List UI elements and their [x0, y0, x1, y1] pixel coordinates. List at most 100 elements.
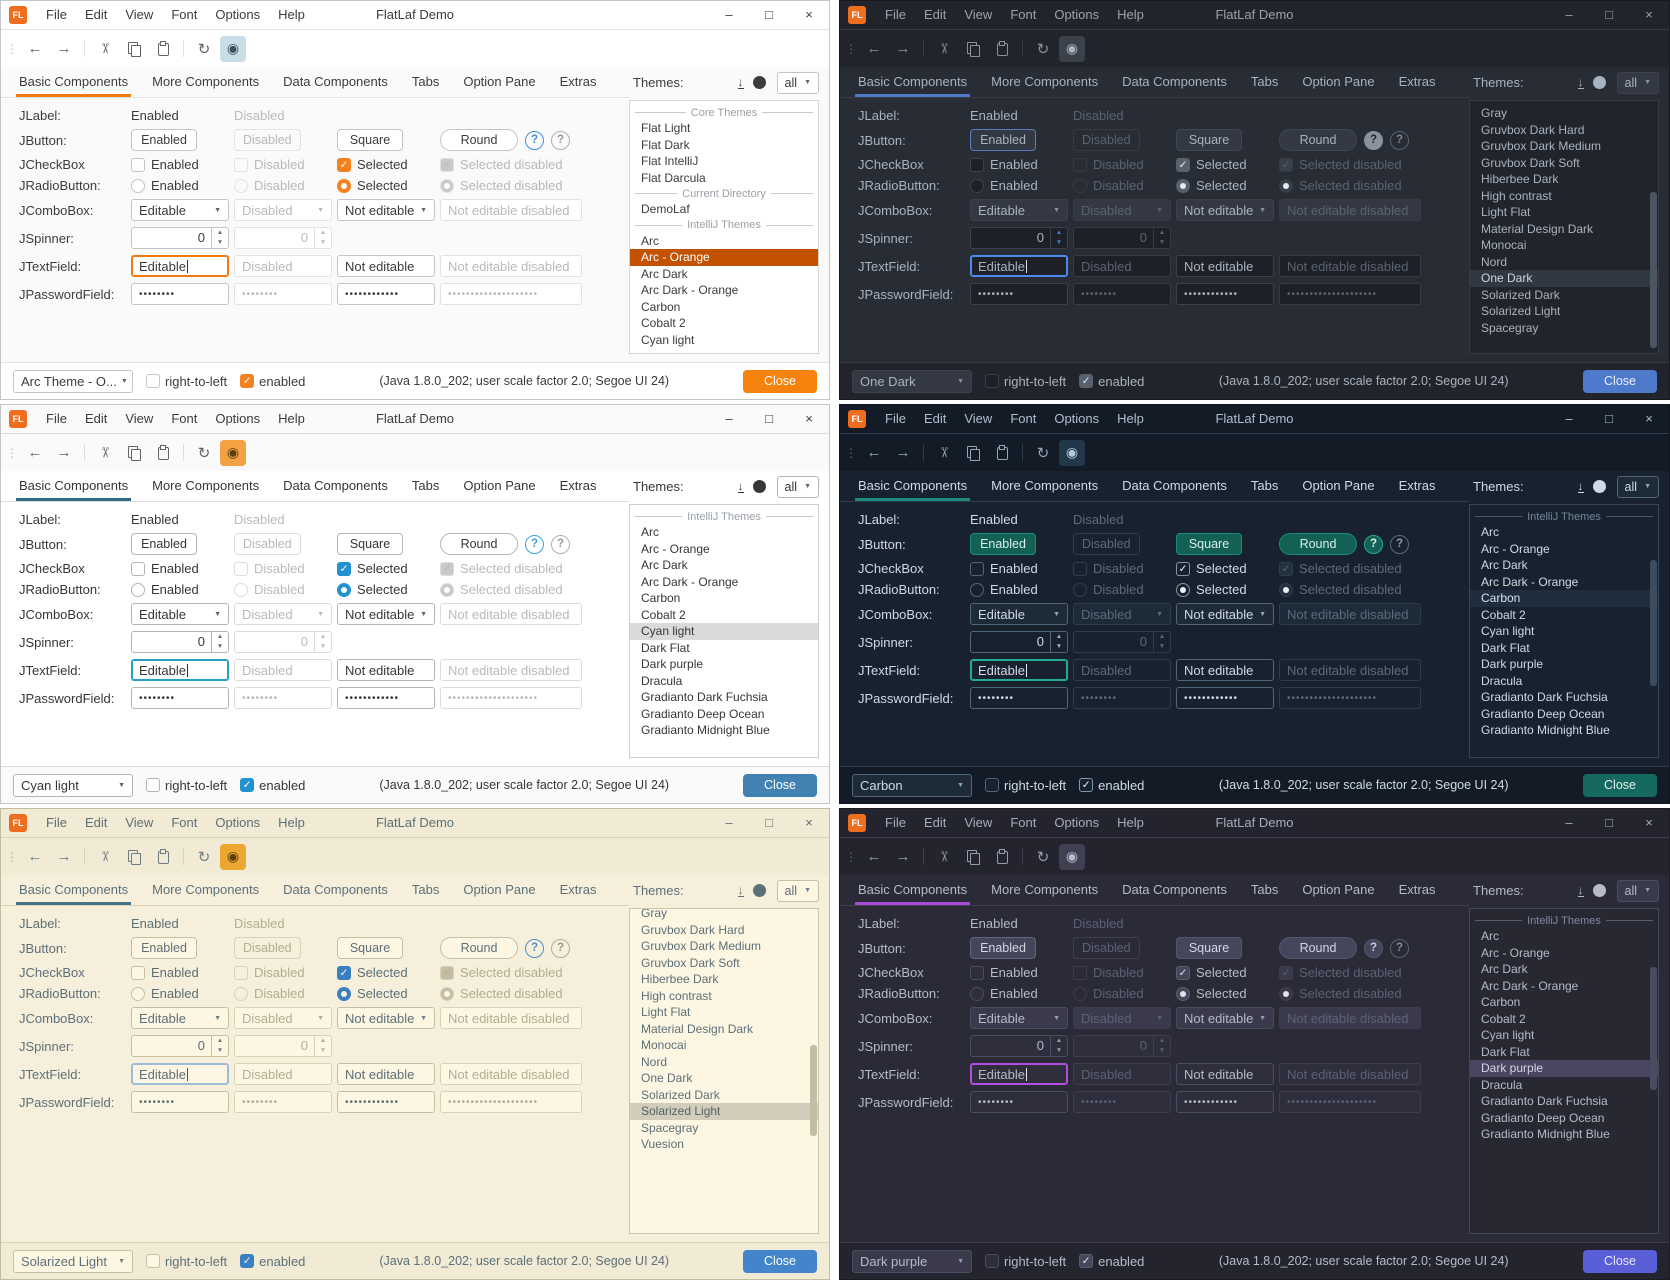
paste-button[interactable] [989, 36, 1015, 62]
paste-button[interactable] [989, 440, 1015, 466]
close-button[interactable]: Close [743, 369, 817, 393]
paste-button[interactable] [150, 844, 176, 870]
theme-item-gradianto-midnight-blue[interactable]: Gradianto Midnight Blue [1481, 1127, 1610, 1141]
theme-item-cobalt-2[interactable]: Cobalt 2 [641, 316, 686, 330]
menu-item-help[interactable]: Help [278, 7, 305, 22]
close-window-icon[interactable]: × [1645, 411, 1653, 426]
tab-option-pane[interactable]: Option Pane [1302, 478, 1375, 493]
radio-enabled[interactable]: Enabled [970, 178, 1068, 193]
download-icon[interactable]: ↓ [1577, 478, 1584, 493]
minimize-icon[interactable]: – [725, 411, 733, 426]
github-icon[interactable] [752, 76, 766, 89]
theme-item-flat-intellij[interactable]: Flat IntelliJ [641, 154, 699, 168]
checkbox-selected[interactable]: ✓ Selected [337, 157, 435, 172]
combobox-editable[interactable]: Editable ▼ [131, 199, 229, 221]
refresh-button[interactable]: ↻ [1030, 844, 1056, 870]
textfield-editable[interactable]: Editable [131, 659, 229, 681]
theme-item-nord[interactable]: Nord [1481, 254, 1508, 269]
theme-item-spacegray[interactable]: Spacegray [1481, 320, 1539, 335]
forward-button[interactable]: → [51, 844, 77, 870]
square-button[interactable]: Square [1176, 129, 1242, 151]
theme-selector-combo[interactable]: Solarized Light ▼ [13, 1249, 133, 1273]
cut-button[interactable]: ✂ [931, 440, 957, 466]
tab-extras[interactable]: Extras [559, 74, 597, 89]
theme-item-demolaf[interactable]: DemoLaf [641, 202, 690, 216]
spinner-arrows[interactable]: ▲ ▼ [211, 632, 228, 652]
close-button[interactable]: Close [743, 773, 817, 797]
theme-item-arc-orange[interactable]: Arc - Orange [630, 249, 818, 266]
maximize-icon[interactable]: □ [1605, 815, 1613, 830]
theme-item-carbon[interactable]: Carbon [641, 299, 681, 314]
tab-option-pane[interactable]: Option Pane [463, 478, 536, 493]
close-window-icon[interactable]: × [1645, 815, 1653, 830]
spinner-arrows[interactable]: ▲ ▼ [1050, 632, 1067, 652]
tab-extras[interactable]: Extras [559, 882, 597, 897]
cut-button[interactable]: ✂ [92, 844, 118, 870]
textfield-not-editable[interactable]: Not editable [1176, 255, 1274, 277]
tab-tabs[interactable]: Tabs [411, 74, 440, 89]
theme-filter-combo[interactable]: all ▼ [776, 71, 819, 94]
radio-enabled[interactable]: Enabled [970, 986, 1068, 1001]
spinner-enabled[interactable]: 0 ▲ ▼ [970, 1035, 1068, 1057]
show-hidden-toggle-button[interactable]: ◉ [1059, 439, 1085, 466]
theme-item-dark-purple[interactable]: Dark purple [1470, 1060, 1658, 1077]
radio-selected[interactable]: Selected [1176, 178, 1274, 193]
enabled-button[interactable]: Enabled [970, 533, 1036, 555]
help-icon[interactable]: ? [525, 130, 544, 150]
tab-more-components[interactable]: More Components [991, 478, 1099, 493]
checkbox-selected[interactable]: ✓ Selected [1176, 965, 1274, 980]
theme-item-arc-dark-orange[interactable]: Arc Dark - Orange [1481, 978, 1579, 993]
combobox-not-editable[interactable]: Not editable ▼ [337, 1007, 435, 1029]
menu-item-file[interactable]: File [46, 7, 67, 22]
passwordfield-not-editable[interactable]: •••••••••••• [1176, 687, 1274, 709]
theme-item-gruvbox-dark-soft[interactable]: Gruvbox Dark Soft [1481, 155, 1580, 170]
download-icon[interactable]: ↓ [1577, 882, 1584, 897]
theme-item-arc[interactable]: Arc [1481, 929, 1499, 943]
refresh-button[interactable]: ↻ [191, 36, 217, 62]
theme-item-gray[interactable]: Gray [1481, 106, 1508, 120]
checkbox-enabled[interactable]: Enabled [131, 965, 229, 980]
textfield-not-editable[interactable]: Not editable [1176, 1063, 1274, 1085]
theme-item-one-dark[interactable]: One Dark [641, 1071, 693, 1085]
combobox-not-editable[interactable]: Not editable ▼ [1176, 199, 1274, 221]
back-button[interactable]: ← [861, 36, 887, 62]
theme-item-solarized-light[interactable]: Solarized Light [630, 1103, 818, 1120]
forward-button[interactable]: → [51, 36, 77, 62]
right-to-left-checkbox[interactable]: right-to-left [985, 1254, 1066, 1269]
menu-item-help[interactable]: Help [1117, 815, 1144, 830]
copy-button[interactable] [960, 36, 986, 62]
enabled-checkbox[interactable]: ✓ enabled [240, 1254, 305, 1269]
checkbox-selected[interactable]: ✓ Selected [337, 965, 435, 980]
theme-item-flat-light[interactable]: Flat Light [641, 121, 691, 135]
checkbox-selected[interactable]: ✓ Selected [337, 561, 435, 576]
tab-data-components[interactable]: Data Components [283, 478, 388, 493]
theme-item-arc-orange[interactable]: Arc - Orange [1481, 945, 1550, 960]
spinner-enabled[interactable]: 0 ▲ ▼ [131, 227, 229, 249]
close-window-icon[interactable]: × [1645, 7, 1653, 22]
menu-item-options[interactable]: Options [1054, 7, 1100, 22]
show-hidden-toggle-button[interactable]: ◉ [220, 439, 246, 466]
tab-basic-components[interactable]: Basic Components [846, 471, 979, 501]
menu-item-edit[interactable]: Edit [84, 815, 108, 830]
cut-button[interactable]: ✂ [931, 844, 957, 870]
github-icon[interactable] [752, 480, 766, 493]
theme-item-arc-dark-orange[interactable]: Arc Dark - Orange [641, 574, 739, 589]
combobox-not-editable[interactable]: Not editable ▼ [1176, 603, 1274, 625]
tab-tabs[interactable]: Tabs [411, 882, 440, 897]
maximize-icon[interactable]: □ [765, 815, 773, 830]
square-button[interactable]: Square [337, 937, 403, 959]
theme-item-arc-dark[interactable]: Arc Dark [1481, 962, 1528, 976]
square-button[interactable]: Square [337, 533, 403, 555]
maximize-icon[interactable]: □ [1605, 411, 1613, 426]
theme-item-carbon[interactable]: Carbon [641, 591, 681, 605]
theme-item-gruvbox-dark-medium[interactable]: Gruvbox Dark Medium [641, 939, 762, 953]
theme-item-one-dark[interactable]: One Dark [1470, 270, 1658, 287]
tab-tabs[interactable]: Tabs [411, 478, 440, 493]
tab-extras[interactable]: Extras [1398, 478, 1436, 493]
passwordfield-not-editable[interactable]: •••••••••••• [1176, 283, 1274, 305]
theme-item-dracula[interactable]: Dracula [1481, 673, 1523, 688]
theme-item-spacegray[interactable]: Spacegray [641, 1120, 699, 1135]
enabled-button[interactable]: Enabled [970, 129, 1036, 151]
tab-option-pane[interactable]: Option Pane [463, 882, 536, 897]
tab-tabs[interactable]: Tabs [1250, 74, 1279, 89]
